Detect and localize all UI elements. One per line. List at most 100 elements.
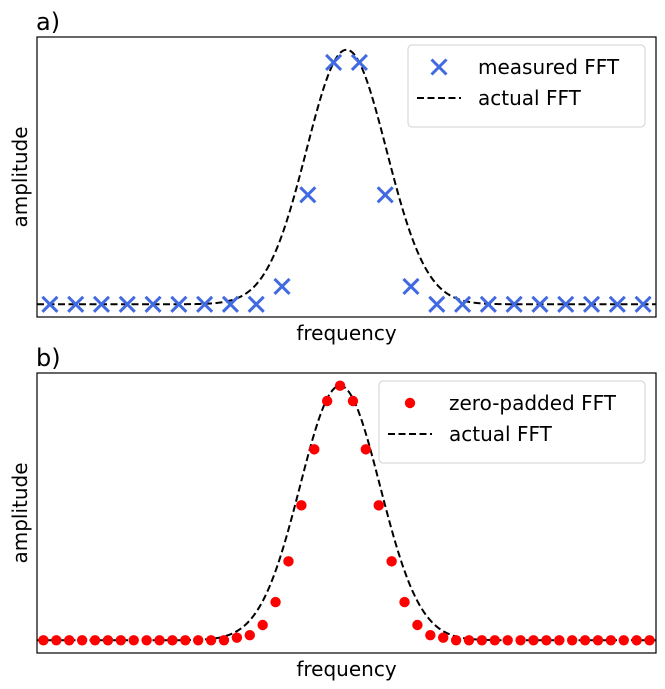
zero-padded-fft-point: [476, 635, 488, 646]
measured-fft-point: [41, 295, 59, 313]
zero-padded-fft-point: [154, 635, 165, 646]
legend-marker-dot: [404, 397, 416, 409]
zero-padded-fft-point: [386, 556, 397, 567]
measured-fft-point: [350, 53, 368, 72]
measured-fft-point: [118, 295, 136, 313]
zero-padded-fft-point: [141, 635, 152, 646]
marker-stroke: [221, 295, 239, 313]
zero-padded-fft-point: [528, 635, 539, 646]
zero-padded-fft-point: [244, 629, 255, 641]
zero-padded-fft-point: [128, 635, 139, 646]
zero-padded-fft-point: [399, 596, 410, 608]
zero-padded-fft-point: [192, 635, 204, 646]
marker-stroke: [608, 295, 626, 313]
zero-padded-fft-point: [541, 635, 552, 646]
chart-panel-b: [36, 372, 657, 654]
zero-padded-fft-point: [309, 444, 320, 455]
zero-padded-fft-point: [489, 635, 501, 646]
measured-fft-point: [505, 295, 523, 313]
zero-padded-fft-point: [347, 395, 359, 407]
measured-fft-point: [325, 53, 343, 72]
marker-stroke: [376, 186, 394, 204]
marker-stroke: [531, 295, 549, 313]
marker-stroke: [196, 295, 214, 313]
axes-frame: [36, 36, 657, 318]
plot-area: [37, 380, 656, 646]
zero-padded-fft-point: [566, 635, 578, 646]
legend-marker-x: [430, 58, 448, 76]
zero-padded-fft-point: [515, 635, 526, 646]
marker-stroke: [582, 295, 601, 313]
zero-padded-fft-point: [373, 500, 384, 511]
measured-fft-point: [299, 186, 317, 204]
zero-padded-fft-point: [51, 635, 62, 646]
y-axis-label: amplitude: [8, 126, 32, 227]
x-axis-label: frequency: [296, 321, 396, 345]
actual-fft-line: [37, 384, 656, 642]
marker-stroke: [273, 277, 291, 296]
axes-frame: [36, 372, 657, 654]
measured-fft-point: [531, 295, 549, 313]
zero-padded-fft-point: [592, 635, 604, 646]
marker-stroke: [325, 53, 343, 72]
measured-fft-point: [67, 295, 85, 313]
chart-panel-a: [36, 36, 657, 318]
x-axis-label: frequency: [296, 657, 396, 681]
measured-fft-point: [92, 295, 111, 313]
zero-padded-fft-point: [412, 619, 423, 631]
measured-fft-point: [608, 295, 626, 313]
zero-padded-fft-point: [205, 635, 217, 646]
zero-padded-fft-point: [321, 395, 333, 407]
marker-stroke: [299, 186, 317, 204]
zero-padded-fft-point: [115, 635, 127, 646]
zero-padded-fft-point: [167, 635, 178, 646]
zero-padded-fft-point: [76, 635, 88, 646]
measured-fft-point: [196, 295, 214, 313]
zero-padded-fft-point: [360, 444, 372, 455]
zero-padded-fft-point: [102, 635, 114, 646]
zero-padded-fft-point: [231, 632, 243, 643]
zero-padded-fft-point: [605, 635, 617, 646]
measured-fft-point: [376, 186, 394, 204]
legend-label: actual FFT: [478, 86, 582, 110]
legend: [407, 44, 646, 128]
measured-fft-point: [582, 295, 601, 313]
marker-stroke: [170, 295, 188, 313]
marker-stroke: [118, 295, 136, 313]
marker-stroke: [402, 277, 420, 296]
marker-stroke: [247, 295, 265, 313]
zero-padded-fft-point: [334, 380, 346, 391]
zero-padded-fft-point: [218, 635, 230, 646]
marker-stroke: [557, 295, 575, 313]
measured-fft-point: [247, 295, 265, 313]
actual-fft-line: [37, 48, 656, 306]
marker-stroke: [144, 295, 162, 313]
measured-fft-point: [273, 277, 291, 296]
measured-fft-point: [557, 295, 575, 313]
zero-padded-fft-point: [618, 635, 629, 646]
zero-padded-fft-point: [283, 556, 294, 567]
y-axis-label: amplitude: [8, 462, 32, 563]
marker-stroke: [454, 295, 472, 313]
marker-stroke: [505, 295, 523, 313]
measured-fft-point: [479, 295, 497, 313]
legend-label: measured FFT: [478, 55, 620, 79]
measured-fft-point: [144, 295, 162, 313]
measured-fft-point: [221, 295, 239, 313]
marker-stroke: [479, 295, 497, 313]
zero-padded-fft-point: [38, 635, 49, 646]
marker-stroke: [41, 295, 59, 313]
zero-padded-fft-point: [270, 596, 281, 608]
zero-padded-fft-point: [425, 629, 436, 641]
zero-padded-fft-point: [257, 619, 268, 631]
panel-label: b): [36, 344, 61, 372]
zero-padded-fft-point: [644, 635, 655, 646]
measured-fft-point: [402, 277, 420, 296]
marker-stroke: [634, 295, 652, 313]
panel-label: a): [36, 8, 60, 36]
zero-padded-fft-point: [89, 635, 101, 646]
legend-label: zero-padded FFT: [449, 391, 617, 415]
zero-padded-fft-point: [438, 632, 449, 643]
zero-padded-fft-point: [579, 635, 591, 646]
